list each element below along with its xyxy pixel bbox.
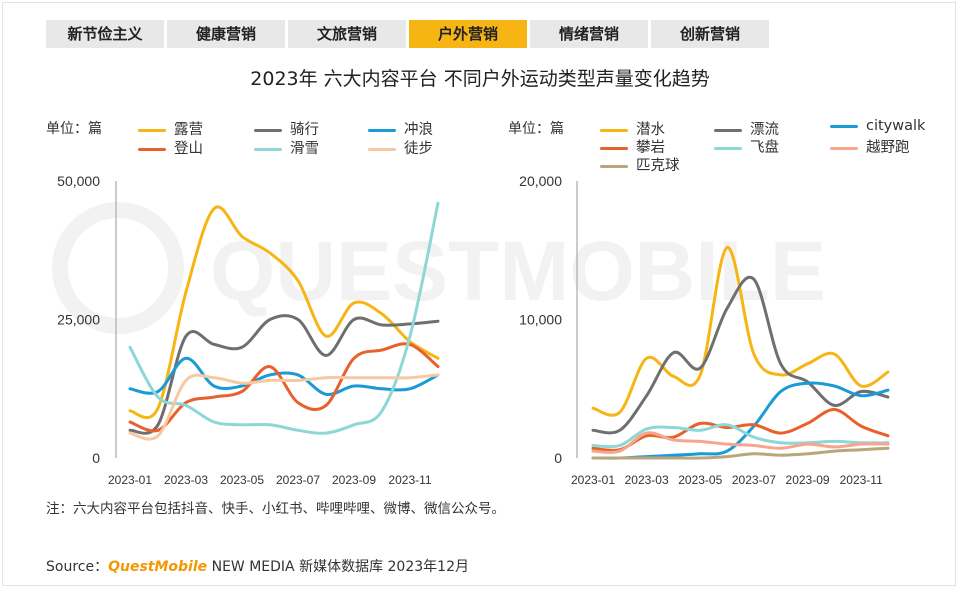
chart1-x-tick-label: 2023-07 <box>276 473 320 487</box>
legend-label: 飞盘 <box>750 140 779 156</box>
legend-label: 漂流 <box>750 122 779 138</box>
legend-swatch <box>138 147 166 151</box>
legend-item-hiking-mountain: 登山 <box>138 137 203 158</box>
chart-title: 2023年 六大内容平台 不同户外运动类型声量变化趋势 <box>250 68 710 90</box>
chart1-x-tick-label: 2023-09 <box>332 473 376 487</box>
legend-label: 登山 <box>174 141 203 157</box>
tab-innovation-marketing[interactable]: 创新营销 <box>651 20 769 48</box>
legend-label: 徒步 <box>404 141 433 157</box>
chart2-x-tick-label: 2023-03 <box>625 473 669 487</box>
footnote: 注：六大内容平台包括抖音、快手、小红书、哔哩哔哩、微博、微信公众号。 <box>46 501 505 517</box>
series-line-徒步 <box>128 373 440 441</box>
chart2-y-tick-label: 10,000 <box>519 312 562 328</box>
legend-swatch <box>600 146 628 150</box>
chart1-x-tick-label: 2023-01 <box>108 473 152 487</box>
legend-swatch <box>714 146 742 150</box>
chart2-x-tick-label: 2023-05 <box>678 473 722 487</box>
tab-bar: 新节俭主义 健康营销 文旅营销 户外营销 情绪营销 创新营销 <box>46 20 769 48</box>
legend-label: 露营 <box>174 122 203 138</box>
legend-swatch <box>138 128 166 132</box>
series-line-攀岩 <box>591 408 890 452</box>
legend-item-citywalk: citywalk <box>830 118 925 134</box>
legend-label: 攀岩 <box>636 140 665 156</box>
chart2-y-tick-label: 20,000 <box>519 173 562 189</box>
chart1-y-tick-label: 25,000 <box>57 312 100 328</box>
series-line-露营 <box>128 205 440 420</box>
legend-item-pickleball: 匹克球 <box>600 154 680 175</box>
tab-tourism-marketing[interactable]: 文旅营销 <box>288 20 406 48</box>
legend-label: 越野跑 <box>866 140 910 156</box>
legend-item-rafting: 漂流 <box>714 118 779 139</box>
legend-swatch <box>714 128 742 132</box>
series-line-飞盘 <box>591 423 890 449</box>
chart1-x-tick-label: 2023-05 <box>220 473 264 487</box>
tab-outdoor-marketing[interactable]: 户外营销 <box>409 20 527 48</box>
legend-label: 匹克球 <box>636 158 680 174</box>
tab-new-frugalism[interactable]: 新节俭主义 <box>46 20 164 48</box>
legend-swatch <box>254 147 282 151</box>
legend-swatch <box>830 124 858 128</box>
series-line-潜水 <box>591 245 890 417</box>
legend-item-camping: 露营 <box>138 118 203 139</box>
series-line-骑行 <box>128 314 440 435</box>
tab-health-marketing[interactable]: 健康营销 <box>167 20 285 48</box>
series-line-登山 <box>128 342 440 433</box>
series-line-越野跑 <box>591 431 890 454</box>
legend-swatch <box>600 128 628 132</box>
brand-name: QuestMobile <box>108 559 208 575</box>
legend-item-climbing: 攀岩 <box>600 136 665 157</box>
chart1-y-tick-label: 50,000 <box>57 173 100 189</box>
chart2-x-tick-label: 2023-11 <box>840 473 883 487</box>
chart2-x-tick-label: 2023-09 <box>786 473 830 487</box>
series-line-漂流 <box>591 275 890 435</box>
legend-label: 冲浪 <box>404 122 433 138</box>
source-detail: NEW MEDIA 新媒体数据库 2023年12月 <box>207 559 469 575</box>
legend-label: 潜水 <box>636 122 665 138</box>
legend-item-skiing: 滑雪 <box>254 137 319 158</box>
source-prefix: Source： <box>46 559 109 575</box>
legend-item-trekking: 徒步 <box>368 137 433 158</box>
legend-swatch <box>254 128 282 132</box>
chart2-x-tick-label: 2023-07 <box>732 473 776 487</box>
source-line: Source：QuestMobile NEW MEDIA 新媒体数据库 2023… <box>46 556 469 576</box>
chart1-x-tick-label: 2023-11 <box>388 473 431 487</box>
legend-item-cycling: 骑行 <box>254 118 319 139</box>
legend-item-surfing: 冲浪 <box>368 118 433 139</box>
tab-emotion-marketing[interactable]: 情绪营销 <box>530 20 648 48</box>
legend-item-trail-running: 越野跑 <box>830 136 910 157</box>
legend-label: 骑行 <box>290 122 319 138</box>
legend-swatch <box>368 128 396 132</box>
chart2-unit-label: 单位：篇 <box>508 121 564 137</box>
legend-item-diving: 潜水 <box>600 118 665 139</box>
chart1-x-tick-label: 2023-03 <box>164 473 208 487</box>
chart1-y-tick-label: 0 <box>92 450 100 466</box>
series-line-匹克球 <box>591 446 890 460</box>
legend-swatch <box>830 146 858 150</box>
legend-label: 滑雪 <box>290 141 319 157</box>
chart2-y-tick-label: 0 <box>554 450 562 466</box>
legend-item-frisbee: 飞盘 <box>714 136 779 157</box>
legend-swatch <box>368 147 396 151</box>
chart2-x-tick-label: 2023-01 <box>571 473 615 487</box>
legend-swatch <box>600 164 628 168</box>
chart1-unit-label: 单位：篇 <box>46 121 102 137</box>
legend-label: citywalk <box>866 118 926 134</box>
series-line-冲浪 <box>128 356 440 396</box>
